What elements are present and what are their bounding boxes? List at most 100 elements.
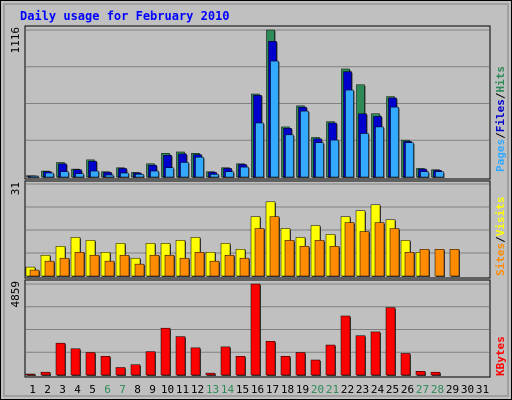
x-label-day-3: 3 <box>59 383 66 396</box>
x-label-day-22: 22 <box>341 383 354 396</box>
x-label-day-10: 10 <box>161 383 174 396</box>
bar-hits-pages-20 <box>315 142 324 178</box>
bar-visits-sites-9 <box>149 254 160 277</box>
bar-visits-sites-26 <box>404 252 415 277</box>
bar-hits-pages-6 <box>105 174 114 178</box>
bar-hits-pages-23 <box>360 133 369 178</box>
x-axis-day-labels: 1 2 3 4 5 6 7 8 9 10 11 12 13 14 15 16 17 18 19 20 21 22 23 24 2… <box>29 383 489 396</box>
legend-sep-3: / <box>494 236 507 243</box>
x-label-day-31: 31 <box>476 383 489 396</box>
chart-title: Daily usage for February 2010 <box>20 9 230 23</box>
bar-kbytes-kbytes-10 <box>160 327 171 376</box>
bar-hits-pages-27 <box>420 171 429 178</box>
bar-marks <box>25 29 460 376</box>
x-label-day-1: 1 <box>29 383 36 396</box>
bar-visits-sites-3 <box>59 257 70 277</box>
bar-visits-sites-1 <box>29 269 40 277</box>
bar-kbytes-kbytes-14 <box>220 346 231 376</box>
bar-kbytes-kbytes-28 <box>430 371 441 376</box>
x-label-day-6: 6 <box>104 383 111 396</box>
legend-hits: Hits <box>494 66 507 93</box>
x-label-day-9: 9 <box>149 383 156 396</box>
x-label-day-11: 11 <box>176 383 189 396</box>
bar-hits-pages-25 <box>390 106 399 178</box>
bar-hits-pages-17 <box>270 60 279 178</box>
x-label-day-30: 30 <box>461 383 474 396</box>
bar-kbytes-kbytes-16 <box>250 283 261 376</box>
bar-visits-sites-24 <box>374 222 385 277</box>
x-label-day-2: 2 <box>44 383 51 396</box>
bar-visits-sites-11 <box>179 257 190 277</box>
bar-visits-sites-5 <box>89 254 100 277</box>
bar-kbytes-kbytes-8 <box>130 364 141 376</box>
bar-kbytes-kbytes-9 <box>145 351 156 376</box>
bar-kbytes-kbytes-13 <box>205 372 216 376</box>
bar-visits-sites-21 <box>329 246 340 277</box>
x-label-day-8: 8 <box>134 383 141 396</box>
bar-shadow-hits-pages-1 <box>31 177 40 178</box>
bar-visits-sites-17 <box>269 216 280 277</box>
hits-panel-legend: Pages/Files/Hits <box>494 66 507 172</box>
chart-frame-inner <box>3 3 509 397</box>
bar-kbytes-kbytes-26 <box>400 353 411 376</box>
bar-visits-sites-13 <box>209 260 220 277</box>
x-label-day-5: 5 <box>89 383 96 396</box>
bar-visits-sites-29 <box>449 249 460 277</box>
bar-visits-sites-22 <box>344 222 355 277</box>
bar-kbytes-kbytes-22 <box>340 315 351 376</box>
bar-visits-sites-15 <box>239 257 250 277</box>
bar-hits-pages-21 <box>330 139 339 178</box>
bar-kbytes-kbytes-1 <box>25 373 36 376</box>
bar-hits-pages-3 <box>60 171 69 178</box>
x-label-day-26: 26 <box>401 383 414 396</box>
bar-kbytes-kbytes-23 <box>355 335 366 376</box>
bar-shadow-kbytes-kbytes-1 <box>27 375 36 376</box>
bar-kbytes-kbytes-7 <box>115 367 126 376</box>
x-label-day-20: 20 <box>311 383 324 396</box>
bar-visits-sites-7 <box>119 254 130 277</box>
bar-kbytes-kbytes-27 <box>415 371 426 376</box>
x-label-day-27: 27 <box>416 383 429 396</box>
bar-hits-pages-19 <box>300 110 309 178</box>
bar-kbytes-kbytes-15 <box>235 356 246 376</box>
bar-visits-sites-8 <box>134 263 145 277</box>
bar-visits-sites-27 <box>419 249 430 277</box>
bar-kbytes-kbytes-11 <box>175 336 186 376</box>
bar-hits-pages-8 <box>135 174 144 178</box>
bar-visits-sites-14 <box>224 254 235 277</box>
x-label-day-13: 13 <box>206 383 219 396</box>
bar-hits-pages-18 <box>285 134 294 178</box>
legend-pages: Pages <box>494 139 507 172</box>
x-label-day-15: 15 <box>236 383 249 396</box>
bar-hits-pages-12 <box>195 156 204 178</box>
bar-hits-pages-11 <box>180 162 189 178</box>
legend-sites: Sites <box>494 243 507 276</box>
kbytes-ymax-label: 4859 <box>9 281 22 308</box>
bar-hits-pages-24 <box>375 126 384 178</box>
x-label-day-23: 23 <box>356 383 369 396</box>
bar-hits-pages-9 <box>150 170 159 178</box>
bar-kbytes-kbytes-20 <box>310 359 321 376</box>
x-label-day-21: 21 <box>326 383 339 396</box>
x-label-day-29: 29 <box>446 383 459 396</box>
bar-visits-sites-4 <box>74 252 85 277</box>
bar-visits-sites-10 <box>164 254 175 277</box>
bar-hits-pages-15 <box>240 166 249 178</box>
bar-kbytes-kbytes-24 <box>370 331 381 376</box>
bar-kbytes-kbytes-12 <box>190 347 201 376</box>
legend-kbytes: KBytes <box>494 336 507 376</box>
bar-visits-sites-19 <box>299 246 310 277</box>
bar-hits-pages-4 <box>75 173 84 178</box>
bar-visits-sites-23 <box>359 231 370 277</box>
x-label-day-28: 28 <box>431 383 444 396</box>
bar-visits-sites-25 <box>389 228 400 277</box>
bar-hits-pages-2 <box>45 172 54 178</box>
bar-hits-pages-26 <box>405 142 414 178</box>
bar-hits-pages-13 <box>210 174 219 178</box>
x-label-day-24: 24 <box>371 383 385 396</box>
bar-kbytes-kbytes-17 <box>265 341 276 376</box>
x-label-day-17: 17 <box>266 383 279 396</box>
visits-panel-legend: Sites/Visits <box>494 197 507 277</box>
bar-visits-sites-20 <box>314 240 325 277</box>
